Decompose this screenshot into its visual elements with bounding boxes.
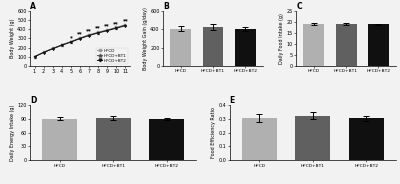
Bar — [235, 29, 256, 66]
Bar — [295, 116, 330, 160]
Bar — [349, 118, 384, 160]
HFCD+BT1 — [96, 31, 100, 34]
HFCD — [114, 26, 119, 29]
Text: **: ** — [95, 26, 101, 31]
Line: HFCD+BT2: HFCD+BT2 — [33, 24, 127, 58]
HFCD — [78, 37, 82, 39]
HFCD+BT2 — [59, 44, 64, 46]
HFCD+BT2 — [50, 48, 55, 50]
HFCD+BT1 — [78, 37, 82, 39]
HFCD+BT2 — [96, 32, 100, 34]
Line: HFCD+BT1: HFCD+BT1 — [33, 24, 127, 58]
Bar — [242, 118, 276, 160]
HFCD+BT1 — [41, 51, 46, 53]
Bar — [368, 24, 389, 66]
HFCD — [59, 44, 64, 46]
Y-axis label: Daily Food Intake (g): Daily Food Intake (g) — [279, 13, 284, 64]
Bar — [170, 29, 191, 66]
Bar — [42, 118, 77, 160]
Line: HFCD: HFCD — [33, 23, 127, 58]
HFCD+BT2 — [123, 24, 128, 27]
HFCD+BT2 — [78, 38, 82, 40]
HFCD — [32, 56, 37, 58]
Text: **: ** — [122, 18, 128, 23]
HFCD+BT2 — [41, 51, 46, 54]
HFCD+BT2 — [32, 56, 37, 58]
Bar — [202, 27, 224, 66]
Text: **: ** — [113, 21, 119, 26]
HFCD+BT1 — [59, 44, 64, 46]
HFCD — [50, 47, 55, 49]
Text: D: D — [30, 96, 36, 105]
Text: B: B — [163, 2, 169, 11]
Y-axis label: Food Efficiency Ratio: Food Efficiency Ratio — [211, 107, 216, 158]
Text: *: * — [69, 35, 72, 40]
Text: **: ** — [77, 31, 83, 36]
HFCD+BT1 — [123, 24, 128, 26]
Text: E: E — [230, 96, 235, 105]
Bar — [304, 24, 324, 66]
HFCD — [96, 31, 100, 33]
HFCD — [41, 51, 46, 53]
Legend: HFCD, HFCD+BT1, HFCD+BT2: HFCD, HFCD+BT1, HFCD+BT2 — [96, 48, 128, 64]
Text: C: C — [296, 2, 302, 11]
HFCD+BT1 — [68, 41, 73, 43]
HFCD — [68, 40, 73, 43]
HFCD+BT1 — [114, 27, 119, 29]
Bar — [96, 118, 131, 160]
HFCD — [86, 34, 91, 36]
Bar — [150, 119, 184, 160]
HFCD+BT2 — [105, 30, 110, 32]
HFCD+BT1 — [105, 29, 110, 31]
Bar — [336, 24, 356, 66]
Text: **: ** — [86, 28, 92, 33]
HFCD+BT2 — [86, 34, 91, 37]
Y-axis label: Body Weight (g): Body Weight (g) — [10, 19, 15, 58]
HFCD+BT2 — [68, 41, 73, 43]
HFCD+BT2 — [114, 27, 119, 29]
Y-axis label: Daily Energy Intake (g): Daily Energy Intake (g) — [10, 105, 15, 161]
HFCD+BT1 — [86, 34, 91, 36]
HFCD — [105, 29, 110, 31]
HFCD+BT1 — [32, 56, 37, 58]
Text: A: A — [30, 2, 36, 11]
HFCD+BT1 — [50, 47, 55, 49]
Text: **: ** — [104, 23, 110, 28]
Y-axis label: Body Weight Gain (g/day): Body Weight Gain (g/day) — [143, 7, 148, 70]
HFCD — [123, 24, 128, 26]
